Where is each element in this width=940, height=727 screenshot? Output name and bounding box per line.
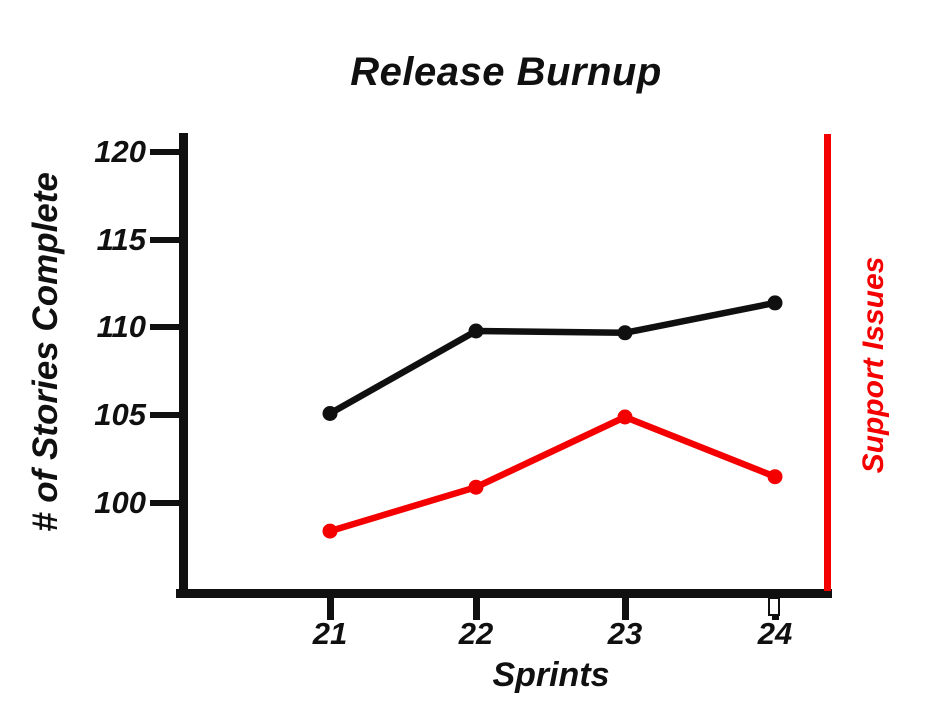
x-tick-mark: [473, 598, 480, 620]
x-axis-label: Sprints: [492, 656, 610, 694]
data-point: [767, 469, 783, 485]
data-point: [767, 295, 783, 311]
x-tick-label-24: 24: [757, 616, 793, 651]
series-line: [326, 413, 779, 535]
series-support-issues: [322, 409, 783, 539]
x-tick-mark: [622, 598, 629, 620]
x-tick-mark: [327, 598, 334, 620]
data-point: [617, 409, 633, 425]
chart-title: Release Burnup: [350, 50, 662, 94]
x-tick-label-21: 21: [312, 616, 348, 651]
x-tick-marks: [327, 598, 779, 620]
y-tick-mark: [150, 237, 183, 243]
y-tick-label-110: 110: [96, 309, 146, 344]
data-point: [468, 479, 484, 495]
data-point: [322, 523, 338, 539]
data-point: [468, 323, 484, 339]
series-line: [326, 299, 779, 417]
x-tick-label-23: 23: [607, 616, 643, 651]
y-tick-mark: [150, 500, 183, 506]
series-stories-complete: [322, 295, 783, 421]
x-axis-line: [176, 589, 832, 598]
cursor-artifact: [768, 597, 780, 616]
y-tick-mark: [150, 412, 183, 418]
y-tick-label-100: 100: [94, 485, 146, 520]
y-tick-mark: [150, 324, 183, 330]
y-axis-line: [179, 133, 188, 598]
x-tick-label-22: 22: [458, 616, 494, 651]
y-tick-label-105: 105: [94, 397, 146, 432]
y-tick-marks: [150, 149, 183, 506]
data-point: [617, 325, 633, 341]
series-group: [322, 295, 783, 539]
data-point: [322, 406, 338, 421]
y-tick-mark: [150, 149, 183, 155]
support-boundary-line: [824, 134, 831, 591]
y-tick-label-120: 120: [94, 134, 146, 169]
y-tick-label-115: 115: [96, 222, 146, 257]
